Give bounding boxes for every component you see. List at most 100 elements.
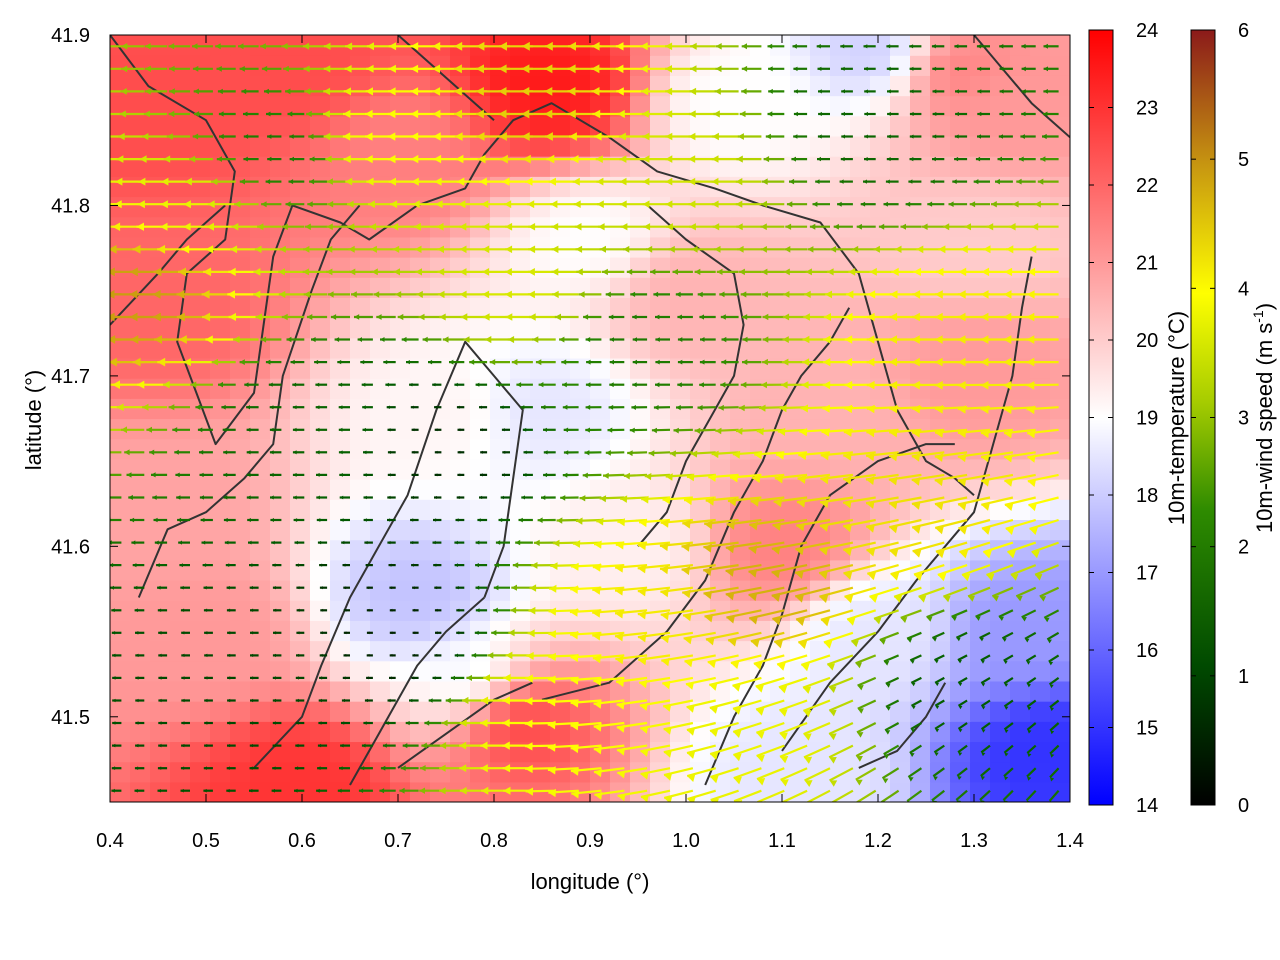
wind-vector (641, 495, 671, 504)
heatmap-cell (210, 438, 231, 460)
heatmap-cell (270, 277, 291, 298)
wind-vector (975, 609, 991, 621)
wind-vector (112, 653, 122, 658)
heatmap-cell (830, 156, 851, 177)
heatmap-cell (1050, 660, 1070, 682)
wind-vector (1003, 722, 1014, 734)
wind-vector (110, 406, 122, 409)
heatmap-cell (350, 458, 371, 480)
wind-vector (980, 699, 991, 710)
wind-vector (348, 245, 373, 253)
heatmap-cell (930, 75, 951, 97)
wind-vector (434, 586, 442, 590)
heatmap-cell (630, 559, 651, 581)
heatmap-cell (1030, 277, 1051, 298)
heatmap-cell (730, 337, 751, 359)
heatmap-cell (1050, 741, 1070, 763)
wind-vector (110, 585, 122, 590)
heatmap-cell (110, 761, 131, 783)
heatmap-cell (130, 640, 151, 662)
wind-vector (661, 654, 694, 667)
heatmap-cell (550, 499, 571, 521)
wind-vector (489, 359, 510, 366)
heatmap-cell (730, 135, 751, 157)
heatmap-cell (790, 781, 811, 802)
wind-vector (973, 179, 990, 185)
heatmap-cell (810, 95, 831, 117)
heatmap-cell (330, 55, 351, 76)
heatmap-cell (370, 75, 391, 97)
heatmap-cell (810, 277, 831, 298)
wind-vector (387, 518, 396, 522)
wind-vector (802, 699, 831, 718)
wind-vector (995, 178, 1013, 185)
wind-vector (614, 609, 648, 619)
x-tick-label: 0.4 (96, 830, 124, 852)
heatmap-cell (550, 701, 571, 722)
wind-vector (177, 517, 190, 523)
heatmap-cell (330, 438, 351, 460)
heatmap-cell (210, 337, 231, 359)
heatmap-cell (1010, 539, 1031, 561)
wind-vector (112, 676, 122, 680)
wind-vector (957, 496, 991, 511)
heatmap-cell (270, 135, 291, 157)
heatmap-cell (510, 499, 531, 521)
heatmap-cell (470, 479, 491, 500)
heatmap-cell (150, 761, 171, 783)
wind-vector (913, 564, 945, 581)
wind-vector (640, 744, 671, 757)
heatmap-cell (350, 701, 371, 722)
wind-vector (662, 699, 694, 712)
heatmap-cell (430, 499, 451, 521)
heatmap-cell (910, 115, 931, 137)
wind-vector (1004, 496, 1036, 511)
wind-vector (218, 111, 236, 117)
heatmap-cell (130, 176, 151, 198)
wind-vector (233, 336, 259, 344)
heatmap-cell (350, 559, 371, 581)
heatmap-cell (470, 660, 491, 682)
heatmap-cell (870, 479, 891, 500)
wind-vector (646, 245, 670, 253)
wind-vector (742, 359, 762, 365)
wind-vector (643, 223, 670, 231)
wind-vector (1015, 586, 1037, 602)
wind-vector (818, 564, 854, 580)
heatmap-cell (650, 297, 671, 319)
wind-vector (294, 766, 305, 770)
wind-vector (475, 563, 488, 568)
heatmap-cell (370, 257, 391, 278)
wind-vector (428, 698, 442, 703)
x-axis-label: longitude (°) (531, 869, 650, 894)
heatmap-cell (770, 479, 791, 500)
wind-vector (799, 428, 831, 437)
heatmap-cell (230, 297, 251, 319)
wind-vector (842, 473, 876, 485)
heatmap-cell (1010, 135, 1031, 157)
wind-vector (146, 426, 168, 433)
heatmap-cell (470, 458, 491, 480)
heatmap-cell (670, 55, 691, 76)
wind-vector (154, 540, 168, 545)
wind-vector (927, 201, 945, 207)
heatmap-cell (270, 499, 291, 521)
heatmap-cell (130, 761, 151, 783)
wind-vector (793, 111, 808, 117)
heatmap-cell (490, 317, 511, 339)
wind-vector (226, 766, 236, 770)
heatmap-cell (330, 721, 351, 743)
heatmap-cell (330, 620, 351, 642)
wind-vector (997, 156, 1013, 162)
wind-vector (1026, 722, 1037, 734)
wind-vector (570, 767, 602, 776)
heatmap-cell (470, 236, 491, 258)
wind-vector (412, 586, 419, 590)
heatmap-cell (150, 236, 171, 258)
heatmap-cell (810, 680, 831, 702)
wind-vector (818, 89, 830, 94)
heatmap-cell (150, 721, 171, 743)
wind-vector (180, 585, 190, 590)
wind-vector (673, 427, 693, 434)
